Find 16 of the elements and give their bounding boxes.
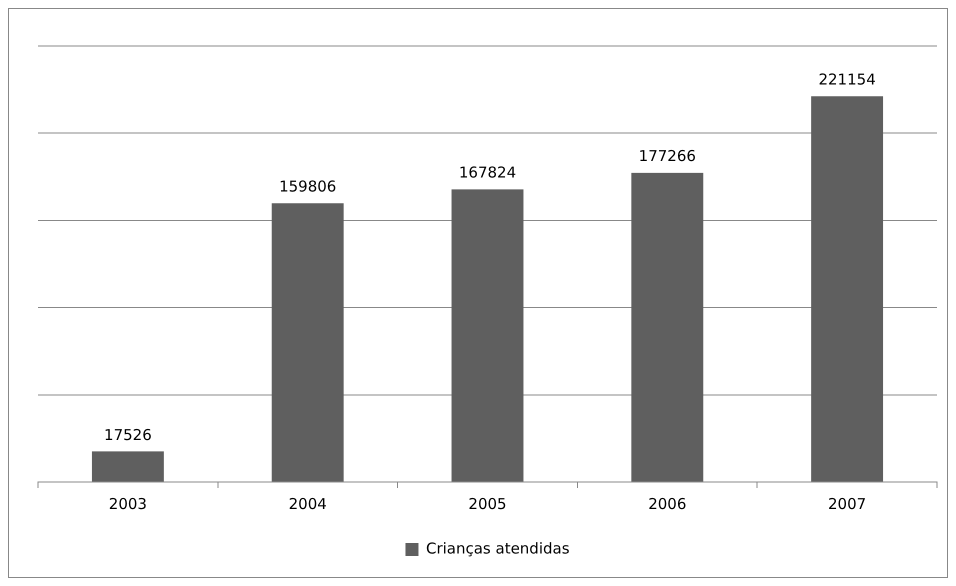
bar <box>272 203 344 482</box>
bar <box>452 189 524 482</box>
data-label: 159806 <box>279 178 336 196</box>
data-label: 177266 <box>638 147 696 166</box>
x-tick-label: 2003 <box>108 494 147 513</box>
x-tick-label: 2006 <box>648 494 686 513</box>
bar <box>631 172 704 482</box>
bar <box>92 451 164 482</box>
x-tick-label: 2004 <box>288 494 327 513</box>
data-label: 221154 <box>818 70 876 89</box>
legend-label: Crianças atendidas <box>426 539 570 558</box>
bar <box>811 96 884 482</box>
data-label: 167824 <box>458 164 516 182</box>
x-tick-label: 2007 <box>828 494 866 513</box>
data-label: 17526 <box>104 426 152 444</box>
x-tick-label: 2005 <box>468 494 507 513</box>
